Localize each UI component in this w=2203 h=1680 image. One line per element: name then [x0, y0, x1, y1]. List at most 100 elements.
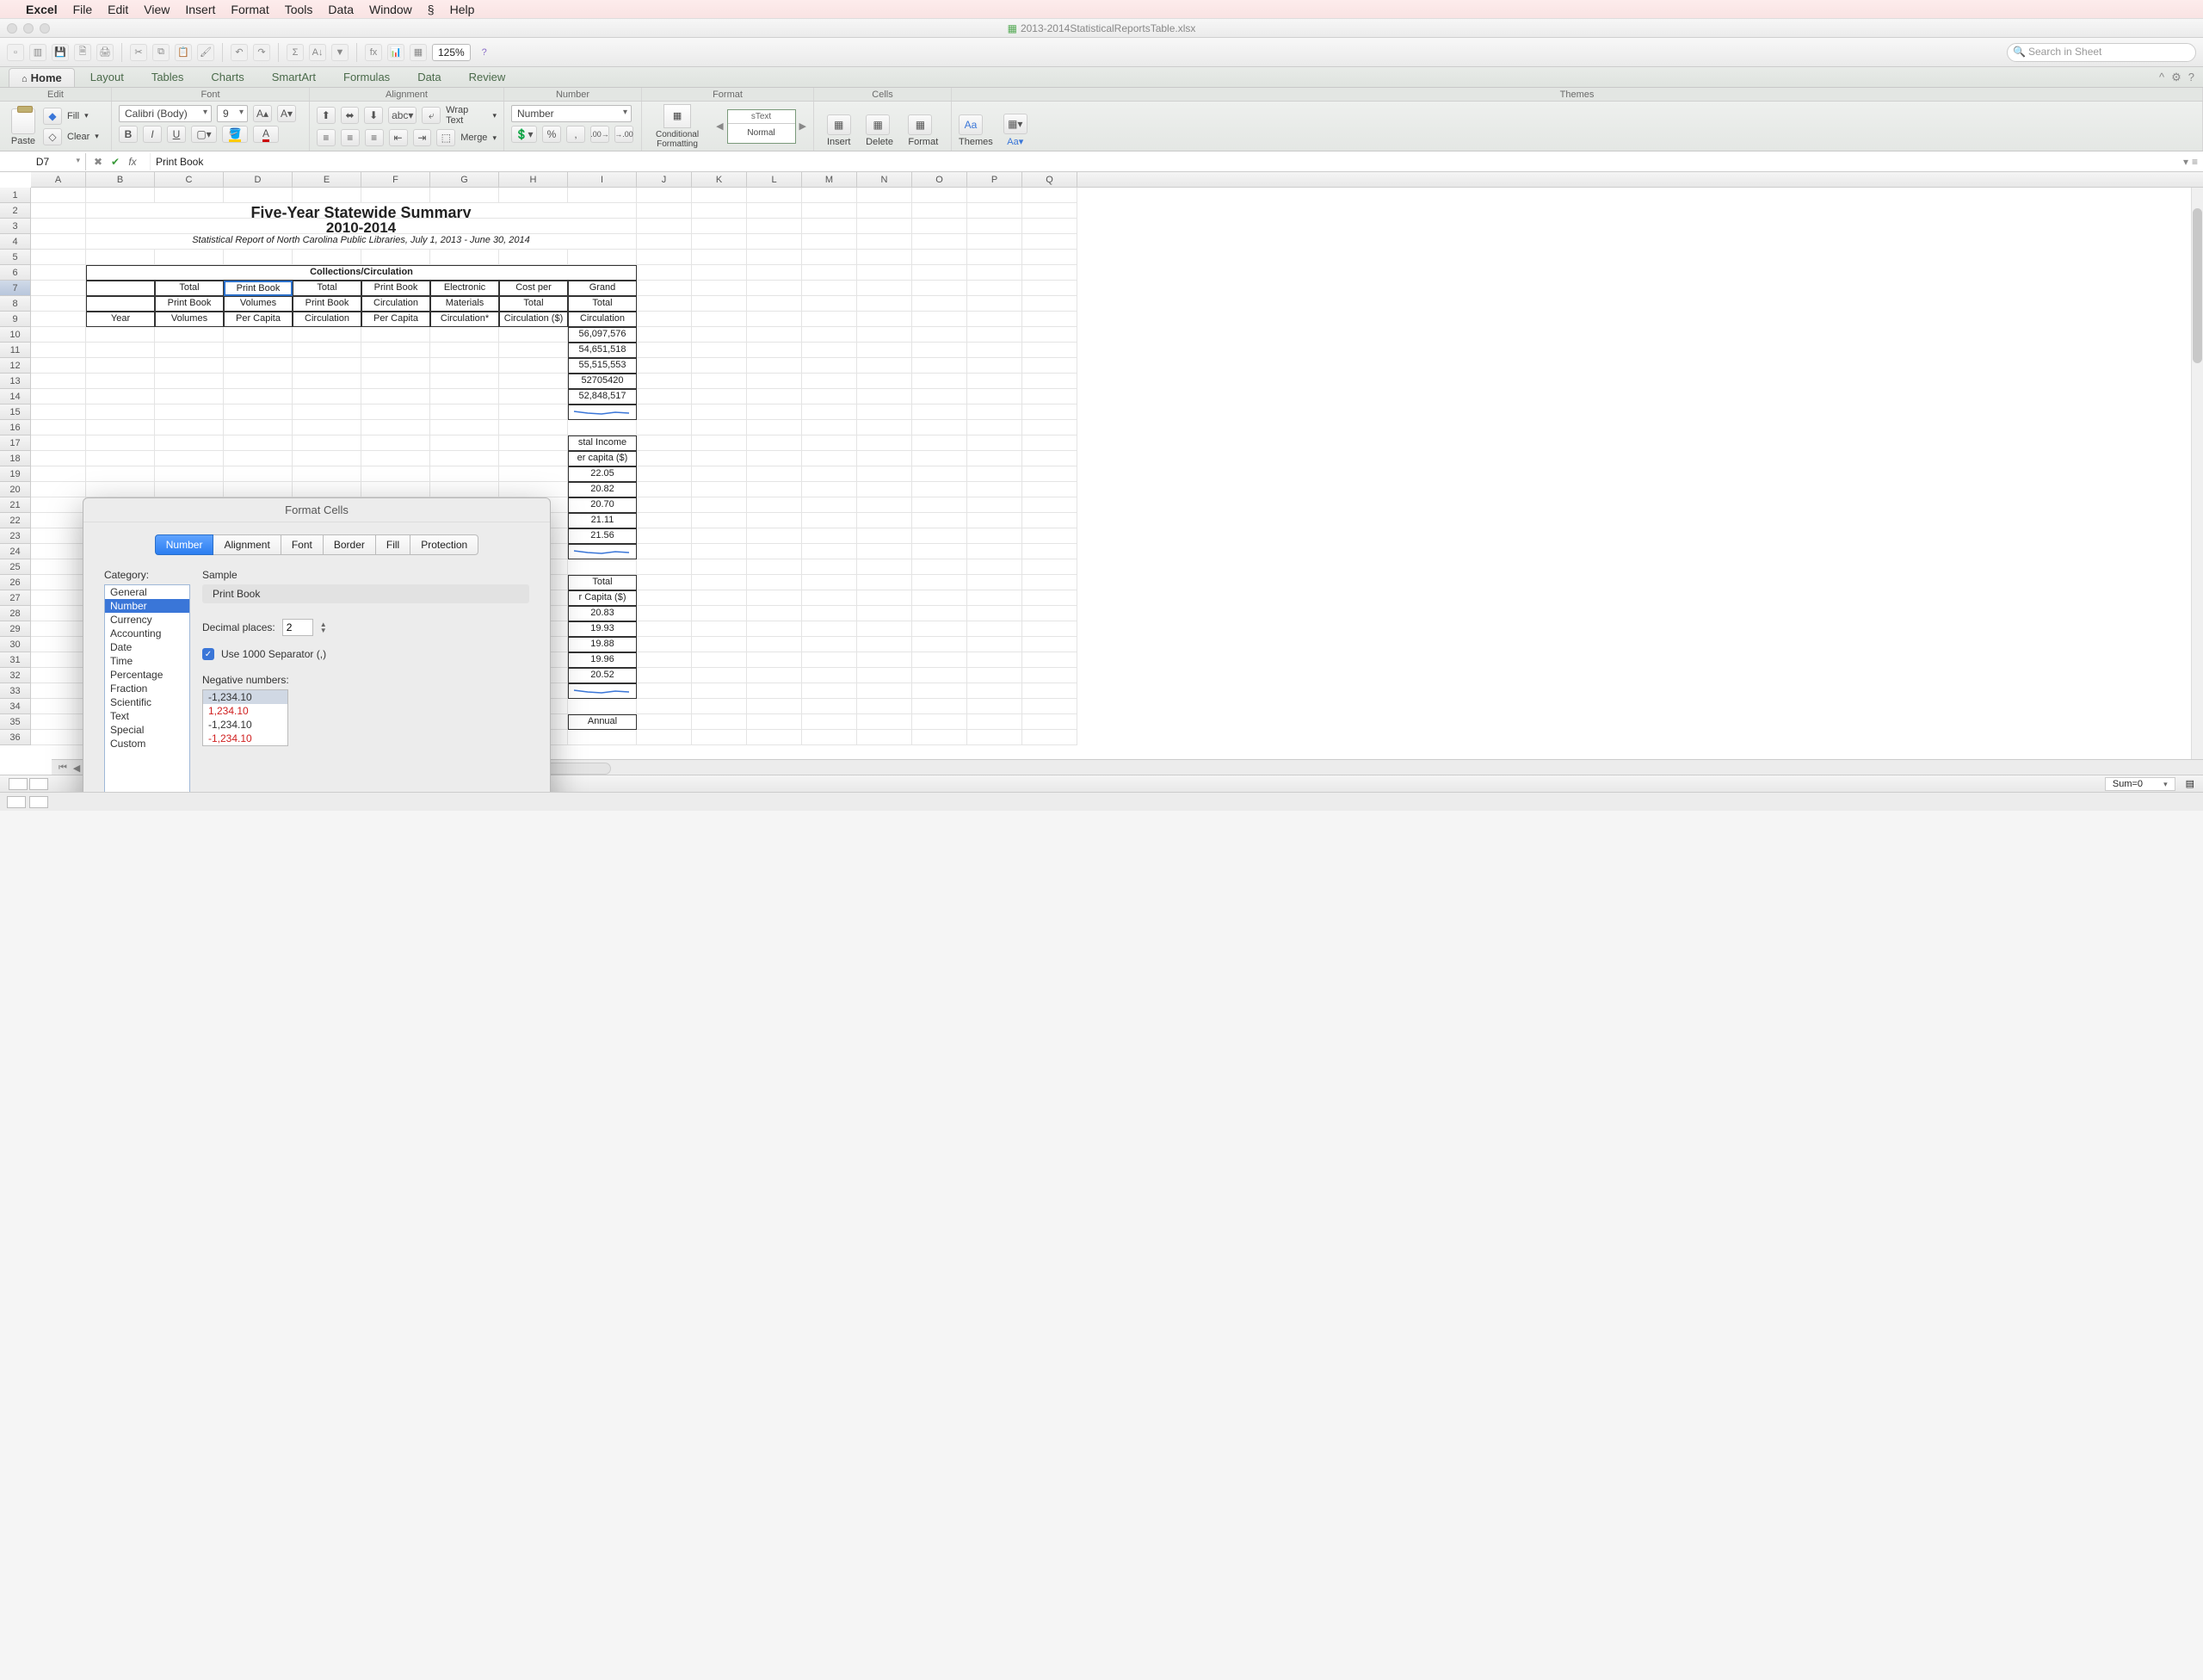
category-list[interactable]: GeneralNumberCurrencyAccountingDateTimeP… [104, 584, 190, 792]
tab-prev-icon[interactable]: ◀ [71, 763, 83, 774]
merge-icon[interactable]: ⬚ [436, 129, 455, 146]
view-normal-icon[interactable] [9, 778, 28, 790]
row-headers[interactable]: 1234567891011121314151617181920212223242… [0, 188, 31, 745]
tab-first-icon[interactable]: ⏮ [57, 763, 69, 774]
menu-script[interactable]: § [428, 3, 435, 16]
menu-excel[interactable]: Excel [26, 3, 58, 16]
tb-print-icon[interactable]: 🖨 [96, 44, 114, 61]
category-currency[interactable]: Currency [105, 613, 189, 627]
dec-dec-button[interactable]: →.00 [614, 126, 633, 143]
tab-formulas[interactable]: Formulas [331, 68, 402, 86]
category-accounting[interactable]: Accounting [105, 627, 189, 640]
category-percentage[interactable]: Percentage [105, 668, 189, 682]
dec-inc-button[interactable]: .00→ [590, 126, 609, 143]
fill-color-button[interactable]: 🪣 [222, 126, 248, 143]
tb-save-icon[interactable]: 💾 [52, 44, 69, 61]
indent-dec-icon[interactable]: ⇤ [389, 129, 408, 146]
tb-help-icon[interactable]: ? [476, 44, 493, 61]
tb-sum-icon[interactable]: Σ [287, 44, 304, 61]
name-box[interactable]: D7 [0, 153, 86, 170]
number-format-combo[interactable]: Number [511, 105, 632, 122]
formula-input[interactable]: Print Book [150, 153, 2178, 170]
menu-help[interactable]: Help [450, 3, 475, 16]
percent-button[interactable]: % [542, 126, 561, 143]
align-left-icon[interactable]: ≡ [317, 129, 336, 146]
theme-colors-button[interactable]: ▦▾Aa▾ [1003, 114, 1027, 147]
style-prev-icon[interactable]: ◀ [716, 120, 723, 132]
category-scientific[interactable]: Scientific [105, 695, 189, 709]
align-right-icon[interactable]: ≡ [365, 129, 384, 146]
menu-format[interactable]: Format [231, 3, 268, 16]
tb-cut-icon[interactable]: ✂ [130, 44, 147, 61]
zoom-combo[interactable]: 125% [432, 44, 471, 61]
font-color-button[interactable]: A [253, 126, 279, 143]
fill-icon[interactable]: ◆ [43, 108, 62, 125]
tb-filter-icon[interactable]: ▼ [331, 44, 349, 61]
themes-button[interactable]: AaThemes [959, 114, 993, 147]
align-bot-icon[interactable]: ⬇ [364, 107, 383, 124]
border-button[interactable]: ▢▾ [191, 126, 217, 143]
cond-format-button[interactable]: ▦ Conditional Formatting [649, 104, 706, 149]
tab-home[interactable]: ⌂Home [9, 68, 75, 87]
cancel-fx-icon[interactable]: ✖ [91, 156, 105, 168]
style-normal[interactable]: sText Normal [727, 109, 796, 144]
status-sum[interactable]: Sum=0 [2105, 777, 2175, 791]
page-view2-icon[interactable] [29, 796, 48, 808]
menu-window[interactable]: Window [369, 3, 412, 16]
category-time[interactable]: Time [105, 654, 189, 668]
fx-icon[interactable]: fx [126, 156, 139, 168]
tb-new-icon[interactable]: ▫ [7, 44, 24, 61]
merge-label[interactable]: Merge [460, 133, 487, 143]
neg-opt-3[interactable]: -1,234.10 [203, 732, 287, 745]
ribbon-collapse-icon[interactable]: ^ [2159, 71, 2164, 84]
formula-more-icon[interactable]: ≡ [2192, 156, 2198, 168]
bold-button[interactable]: B [119, 126, 138, 143]
tb-chart-icon[interactable]: 📊 [387, 44, 404, 61]
column-headers[interactable]: ABCDEFGHIJKLMNOPQ [31, 172, 2203, 188]
ribbon-gear-icon[interactable]: ⚙ [2171, 71, 2181, 84]
decimal-input[interactable] [282, 619, 313, 636]
page-view1-icon[interactable] [7, 796, 26, 808]
traffic-lights[interactable] [7, 23, 50, 34]
neg-opt-2[interactable]: -1,234.10 [203, 718, 287, 732]
currency-button[interactable]: 💲▾ [511, 126, 537, 143]
category-custom[interactable]: Custom [105, 737, 189, 750]
view-layout-icon[interactable] [29, 778, 48, 790]
neg-opt-0[interactable]: -1,234.10 [203, 690, 287, 704]
paste-button[interactable]: Paste [7, 105, 40, 146]
tb-paste-icon[interactable]: 📋 [175, 44, 192, 61]
tb-brush-icon[interactable]: 🖌 [197, 44, 214, 61]
ribbon-help-icon[interactable]: ? [2188, 71, 2194, 84]
menu-file[interactable]: File [73, 3, 93, 16]
tb-redo-icon[interactable]: ↷ [253, 44, 270, 61]
dlg-tab-fill[interactable]: Fill [376, 534, 410, 555]
dlg-tab-border[interactable]: Border [324, 534, 376, 555]
category-number[interactable]: Number [105, 599, 189, 613]
font-shrink-icon[interactable]: A▾ [277, 105, 296, 122]
negative-list[interactable]: -1,234.10 1,234.10 -1,234.10 -1,234.10 [202, 689, 288, 746]
tb-open-icon[interactable]: ▥ [29, 44, 46, 61]
underline-button[interactable]: U [167, 126, 186, 143]
menu-tools[interactable]: Tools [285, 3, 313, 16]
category-general[interactable]: General [105, 585, 189, 599]
neg-opt-1[interactable]: 1,234.10 [203, 704, 287, 718]
delete-button[interactable]: ▦Delete [866, 114, 893, 147]
tb-gallery-icon[interactable]: ▦ [410, 44, 427, 61]
wrap-label[interactable]: Wrap Text [446, 105, 487, 126]
menu-insert[interactable]: Insert [185, 3, 215, 16]
indent-inc-icon[interactable]: ⇥ [413, 129, 432, 146]
tab-tables[interactable]: Tables [139, 68, 196, 86]
tab-smartart[interactable]: SmartArt [260, 68, 328, 86]
category-special[interactable]: Special [105, 723, 189, 737]
vertical-scrollbar[interactable] [2191, 188, 2203, 792]
dlg-tab-protection[interactable]: Protection [410, 534, 478, 555]
status-more-icon[interactable]: ▤ [2186, 778, 2194, 789]
tb-sort-icon[interactable]: A↓ [309, 44, 326, 61]
orient-button[interactable]: abc▾ [388, 107, 417, 124]
clear-icon[interactable]: ◇ [43, 128, 62, 145]
wrap-icon[interactable]: ⤶ [422, 107, 441, 124]
fill-label[interactable]: Fill [67, 111, 79, 121]
font-size-combo[interactable]: 9 [217, 105, 248, 122]
formula-expand-icon[interactable]: ▾ [2183, 156, 2188, 168]
dlg-tab-number[interactable]: Number [155, 534, 214, 555]
